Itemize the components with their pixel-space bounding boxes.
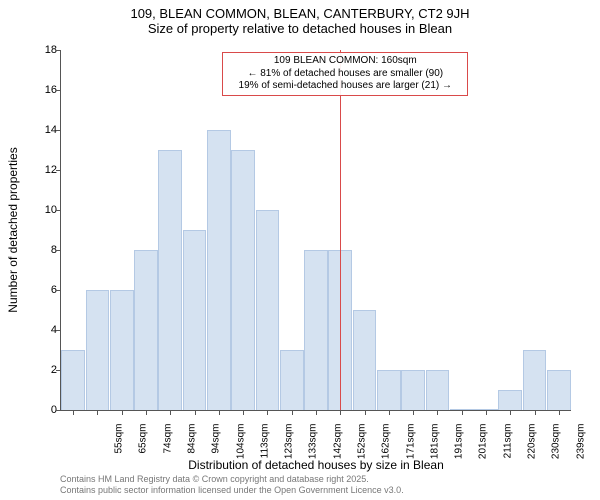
y-tick-label: 12 [31, 164, 57, 176]
histogram-bar [183, 230, 207, 410]
x-tick-label: 230sqm [551, 424, 562, 474]
histogram-bar [401, 370, 425, 410]
title-subtitle: Size of property relative to detached ho… [0, 21, 600, 36]
y-tick-label: 10 [31, 204, 57, 216]
x-tick-mark [97, 410, 98, 415]
plot-area: Number of detached properties Distributi… [60, 50, 571, 411]
y-axis-label: Number of detached properties [6, 147, 20, 312]
y-tick-mark [56, 170, 61, 171]
histogram-bar [280, 350, 304, 410]
x-tick-mark [535, 410, 536, 415]
x-tick-label: 162sqm [381, 424, 392, 474]
y-tick-mark [56, 130, 61, 131]
x-tick-mark [267, 410, 268, 415]
y-tick-label: 2 [31, 364, 57, 376]
histogram-bar [110, 290, 134, 410]
x-tick-mark [170, 410, 171, 415]
x-tick-mark [73, 410, 74, 415]
histogram-bar [231, 150, 255, 410]
y-tick-mark [56, 290, 61, 291]
y-tick-label: 18 [31, 44, 57, 56]
histogram-bar [523, 350, 547, 410]
x-tick-mark [292, 410, 293, 415]
y-tick-label: 0 [31, 404, 57, 416]
annotation-line1: 109 BLEAN COMMON: 160sqm [227, 55, 463, 68]
histogram-bar [353, 310, 377, 410]
histogram-bar [86, 290, 110, 410]
x-tick-label: 55sqm [114, 424, 125, 474]
x-tick-mark [340, 410, 341, 415]
title-address: 109, BLEAN COMMON, BLEAN, CANTERBURY, CT… [0, 0, 600, 21]
y-tick-mark [56, 210, 61, 211]
x-tick-label: 142sqm [332, 424, 343, 474]
footer-attribution: Contains HM Land Registry data © Crown c… [60, 474, 404, 496]
x-tick-label: 133sqm [308, 424, 319, 474]
x-tick-mark [365, 410, 366, 415]
x-tick-label: 191sqm [454, 424, 465, 474]
annotation-line3: 19% of semi-detached houses are larger (… [227, 80, 463, 93]
y-tick-label: 6 [31, 284, 57, 296]
x-tick-mark [316, 410, 317, 415]
x-tick-label: 220sqm [527, 424, 538, 474]
x-tick-label: 65sqm [138, 424, 149, 474]
histogram-bar [377, 370, 401, 410]
y-tick-mark [56, 90, 61, 91]
x-tick-label: 239sqm [575, 424, 586, 474]
x-tick-label: 211sqm [502, 424, 513, 474]
x-tick-label: 94sqm [211, 424, 222, 474]
x-tick-mark [146, 410, 147, 415]
histogram-bar [426, 370, 450, 410]
x-tick-mark [486, 410, 487, 415]
annotation-line2: ← 81% of detached houses are smaller (90… [227, 68, 463, 81]
y-tick-label: 4 [31, 324, 57, 336]
x-tick-mark [389, 410, 390, 415]
x-tick-label: 104sqm [235, 424, 246, 474]
y-tick-mark [56, 330, 61, 331]
reference-line [340, 50, 341, 410]
histogram-bar [61, 350, 85, 410]
histogram-bar [207, 130, 231, 410]
x-tick-mark [510, 410, 511, 415]
x-tick-mark [195, 410, 196, 415]
histogram-bar [498, 390, 522, 410]
x-tick-mark [243, 410, 244, 415]
x-tick-label: 74sqm [162, 424, 173, 474]
y-tick-mark [56, 250, 61, 251]
y-tick-mark [56, 50, 61, 51]
histogram-bar [158, 150, 182, 410]
x-tick-label: 152sqm [357, 424, 368, 474]
x-tick-mark [437, 410, 438, 415]
x-tick-label: 113sqm [259, 424, 270, 474]
x-tick-label: 171sqm [405, 424, 416, 474]
histogram-bar [304, 250, 328, 410]
x-tick-mark [219, 410, 220, 415]
x-tick-label: 201sqm [478, 424, 489, 474]
x-tick-label: 181sqm [429, 424, 440, 474]
histogram-bar [134, 250, 158, 410]
y-tick-mark [56, 370, 61, 371]
histogram-bar [256, 210, 280, 410]
x-tick-label: 123sqm [284, 424, 295, 474]
x-tick-label: 84sqm [187, 424, 198, 474]
y-tick-label: 16 [31, 84, 57, 96]
chart-container: 109, BLEAN COMMON, BLEAN, CANTERBURY, CT… [0, 0, 600, 500]
footer-line2: Contains public sector information licen… [60, 485, 404, 496]
x-tick-mark [413, 410, 414, 415]
y-tick-label: 14 [31, 124, 57, 136]
annotation-box: 109 BLEAN COMMON: 160sqm ← 81% of detach… [222, 52, 468, 96]
x-tick-mark [122, 410, 123, 415]
histogram-bar [547, 370, 571, 410]
x-tick-mark [559, 410, 560, 415]
footer-line1: Contains HM Land Registry data © Crown c… [60, 474, 404, 485]
y-tick-mark [56, 410, 61, 411]
y-tick-label: 8 [31, 244, 57, 256]
x-tick-mark [462, 410, 463, 415]
